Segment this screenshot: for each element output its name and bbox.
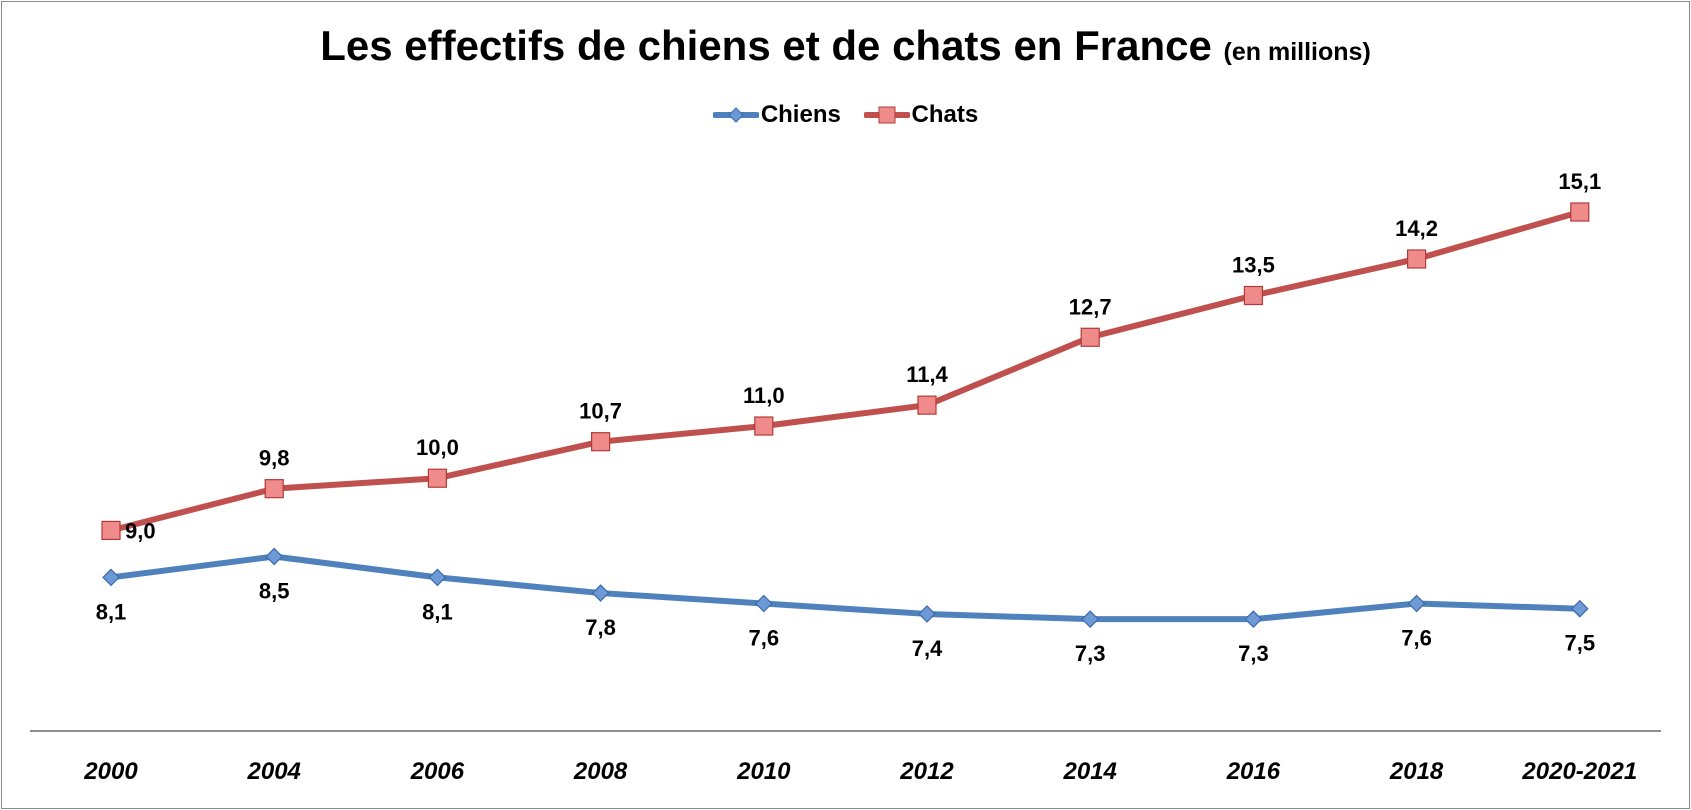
data-label: 8,1 bbox=[422, 599, 453, 624]
legend-swatch-chiens bbox=[712, 107, 759, 123]
data-label: 11,0 bbox=[743, 383, 785, 408]
data-point-marker bbox=[591, 584, 610, 602]
x-tick-label: 2016 bbox=[1226, 758, 1281, 785]
data-label: 7,4 bbox=[912, 636, 943, 661]
data-point-marker bbox=[1570, 599, 1589, 618]
data-point-marker bbox=[428, 568, 447, 587]
data-label: 7,8 bbox=[585, 615, 616, 640]
x-tick-label: 2004 bbox=[247, 758, 301, 785]
data-label: 7,6 bbox=[1401, 626, 1432, 651]
legend-item-chiens: Chiens bbox=[712, 101, 841, 129]
legend-swatch-chats bbox=[863, 106, 910, 124]
data-label: 8,1 bbox=[96, 599, 127, 624]
x-tick-label: 2012 bbox=[899, 758, 954, 785]
legend-label-chats: Chats bbox=[911, 101, 979, 128]
data-point-marker bbox=[427, 468, 447, 488]
data-label: 11,4 bbox=[906, 362, 948, 387]
x-tick-label: 2014 bbox=[1063, 758, 1117, 785]
chart-title-text: Les effectifs de chiens et de chats en F… bbox=[320, 22, 1212, 69]
data-label: 12,7 bbox=[1069, 294, 1112, 319]
data-label: 10,0 bbox=[416, 435, 459, 460]
data-point-marker bbox=[590, 432, 611, 452]
x-tick-label: 2010 bbox=[736, 758, 791, 785]
data-point-marker bbox=[917, 395, 937, 415]
series-chiens: 8,1 8,5 8,1 7,8 7,6 7,4 7,3 7,3 7,6 7,5 bbox=[96, 547, 1596, 666]
legend-label-chiens: Chiens bbox=[760, 101, 841, 128]
legend-item-chats: Chats bbox=[863, 101, 979, 129]
data-point-marker bbox=[918, 605, 936, 623]
data-label: 15,1 bbox=[1558, 169, 1601, 194]
x-tick-label: 2006 bbox=[410, 758, 465, 785]
data-label: 9,0 bbox=[125, 518, 156, 543]
x-tick-label: 2008 bbox=[573, 758, 628, 785]
chart-legend: Chiens Chats bbox=[0, 101, 1691, 132]
x-tick-label: 2018 bbox=[1389, 758, 1444, 785]
data-label: 14,2 bbox=[1395, 216, 1438, 241]
chart-subtitle: (en millions) bbox=[1223, 38, 1371, 66]
series-layer: 8,1 8,5 8,1 7,8 7,6 7,4 7,3 7,3 7,6 7,5 9,0 9,8 10,0… bbox=[96, 169, 1602, 666]
data-point-marker bbox=[101, 520, 121, 541]
data-label: 8,5 bbox=[259, 579, 290, 604]
data-point-marker bbox=[1406, 249, 1427, 269]
data-point-marker bbox=[1243, 285, 1264, 306]
data-label: 13,5 bbox=[1232, 253, 1275, 278]
data-point-marker bbox=[1081, 610, 1100, 629]
chart-title: Les effectifs de chiens et de chats en F… bbox=[0, 22, 1691, 70]
data-point-marker bbox=[265, 547, 284, 566]
data-label: 7,6 bbox=[749, 626, 780, 651]
series-chats: 9,0 9,8 10,0 10,7 11,0 11,4 12,7 13,5 14,2 15,1 bbox=[101, 169, 1601, 543]
data-point-marker bbox=[1080, 327, 1100, 347]
data-label: 7,3 bbox=[1075, 641, 1106, 666]
data-label: 9,8 bbox=[259, 446, 290, 471]
data-point-marker bbox=[1244, 610, 1263, 629]
x-tick-label: 2020-2021 bbox=[1521, 758, 1637, 785]
x-tick-label: 2000 bbox=[83, 758, 138, 785]
x-axis: 2000 2004 2006 2008 2010 2012 2014 2016 2018 2020… bbox=[30, 730, 1661, 785]
data-point-marker bbox=[754, 416, 774, 436]
data-point-marker bbox=[1407, 594, 1426, 613]
data-point-marker bbox=[1570, 202, 1590, 222]
series-line-chats bbox=[108, 209, 1583, 534]
series-line-chiens bbox=[108, 553, 1583, 623]
data-label: 10,7 bbox=[579, 399, 622, 424]
data-point-marker bbox=[102, 568, 120, 587]
data-label: 7,3 bbox=[1238, 641, 1269, 666]
data-label: 7,5 bbox=[1565, 631, 1596, 656]
data-point-marker bbox=[264, 479, 284, 499]
data-point-marker bbox=[754, 594, 773, 613]
